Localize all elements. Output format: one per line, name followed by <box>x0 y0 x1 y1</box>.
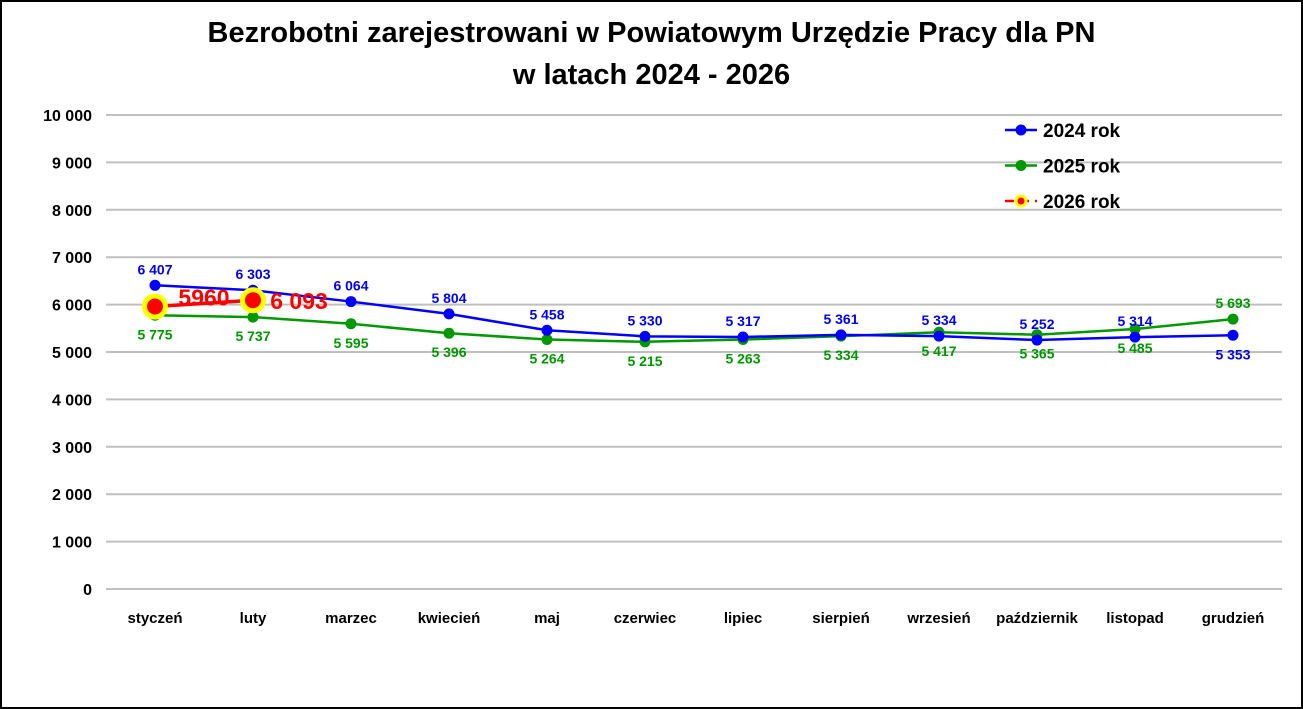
data-point-label-2024-rok: 6 407 <box>137 261 172 277</box>
data-point-marker-2025-rok <box>443 327 455 339</box>
data-point-label-2025-rok: 5 334 <box>823 347 858 363</box>
data-point-marker-2025-rok <box>541 333 553 345</box>
y-axis-tick-label: 3 000 <box>52 440 92 457</box>
data-point-label-2024-rok: 5 252 <box>1019 316 1054 332</box>
x-axis-label: sierpień <box>812 610 870 627</box>
legend-item-2024-rok: 2024 rok <box>1005 121 1121 142</box>
x-axis-label: marzec <box>325 610 377 627</box>
x-axis-label: czerwiec <box>614 610 677 627</box>
data-point-label-2025-rok: 5 595 <box>333 335 368 351</box>
data-point-label-2024-rok: 5 330 <box>627 312 662 328</box>
data-point-marker-2024-rok <box>1031 334 1043 346</box>
legend-item-label: 2024 rok <box>1043 121 1121 142</box>
data-point-marker-2024-rok <box>443 308 455 320</box>
data-point-label-2025-rok: 5 215 <box>627 353 662 369</box>
y-axis-tick-label: 7 000 <box>52 250 92 267</box>
data-point-marker-2025-rok <box>1129 323 1141 335</box>
x-axis-label: październik <box>996 610 1078 627</box>
data-point-label-2025-rok: 5 365 <box>1019 346 1054 362</box>
legend-marker <box>1015 124 1027 136</box>
data-point-label-2024-rok: 5 334 <box>921 312 956 328</box>
legend-item-label: 2026 rok <box>1043 192 1121 213</box>
data-point-label-2025-rok: 5 485 <box>1117 340 1152 356</box>
data-point-marker-2026-rok <box>240 287 266 314</box>
chart-title-line2: w latach 2024 - 2026 <box>512 59 791 91</box>
data-point-label-2024-rok: 6 303 <box>235 266 270 282</box>
data-point-label-2024-rok: 5 361 <box>823 311 858 327</box>
data-point-label-2025-rok: 5 693 <box>1215 295 1250 311</box>
data-point-label-2024-rok: 5 314 <box>1117 313 1152 329</box>
data-point-marker-2024-rok <box>345 296 357 308</box>
data-point-label-2025-rok: 5 775 <box>137 326 172 342</box>
y-axis-tick-label: 4 000 <box>52 392 92 409</box>
x-axis-label: kwiecień <box>418 610 481 627</box>
y-axis-tick-label: 8 000 <box>52 203 92 220</box>
y-axis-tick-label: 9 000 <box>52 155 92 172</box>
x-axis-label: luty <box>240 610 267 627</box>
data-point-label-2026-rok: 6 093 <box>270 288 328 314</box>
data-point-marker-2024-rok <box>1227 329 1239 341</box>
data-point-marker-2024-rok <box>541 324 553 336</box>
data-point-label-2025-rok: 5 264 <box>529 350 564 366</box>
data-point-marker-2025-rok <box>345 318 357 330</box>
legend-marker <box>1014 194 1028 208</box>
data-point-marker-2024-rok <box>639 330 651 342</box>
chart-title: Bezrobotni zarejestrowani w Powiatowym U… <box>2 12 1301 96</box>
data-point-label-2025-rok: 5 737 <box>235 328 270 344</box>
series-line-2025-rok <box>154 314 1234 344</box>
data-point-marker-2024-rok <box>149 279 161 291</box>
data-point-label-2024-rok: 5 458 <box>529 306 564 322</box>
y-axis-tick-label: 5 000 <box>52 345 92 362</box>
data-point-label-2025-rok: 5 263 <box>725 351 760 367</box>
x-axis-label: grudzień <box>1202 610 1265 627</box>
y-axis-tick-label: 1 000 <box>52 535 92 552</box>
data-point-marker-2025-rok <box>247 311 259 323</box>
data-point-marker-2025-rok <box>1227 313 1239 325</box>
series-line-2024-rok <box>154 284 1234 342</box>
y-axis-tick-label: 2 000 <box>52 487 92 504</box>
x-axis-label: maj <box>534 610 560 627</box>
data-point-marker-2026-rok <box>142 293 168 320</box>
data-point-label-2025-rok: 5 417 <box>921 343 956 359</box>
y-axis-tick-label: 6 000 <box>52 298 92 315</box>
legend-marker <box>1015 160 1027 171</box>
data-point-label-2024-rok: 6 064 <box>333 278 368 294</box>
legend-item-2026-rok: 2026 rok <box>1005 192 1121 213</box>
legend-item-2025-rok: 2025 rok <box>1005 157 1121 178</box>
series-line-2026-rok <box>154 298 254 309</box>
x-axis-label: wrzesień <box>906 610 970 627</box>
x-axis-label: listopad <box>1106 610 1164 627</box>
data-point-label-2025-rok: 5 396 <box>431 344 466 360</box>
data-point-label-2024-rok: 5 804 <box>431 290 466 306</box>
data-point-label-2024-rok: 5 353 <box>1215 346 1250 362</box>
data-point-label-2026-rok: 5960 <box>178 284 229 310</box>
data-point-marker-2024-rok <box>737 331 749 343</box>
x-axis-label: lipiec <box>724 610 762 627</box>
chart-title-line1: Bezrobotni zarejestrowani w Powiatowym U… <box>207 17 1096 49</box>
data-point-marker-2024-rok <box>933 330 945 342</box>
data-point-label-2024-rok: 5 317 <box>725 313 760 329</box>
y-axis-tick-label: 0 <box>83 582 92 599</box>
data-point-marker-2024-rok <box>835 329 847 341</box>
data-point-marker-2024-rok <box>1129 331 1141 343</box>
legend-item-label: 2025 rok <box>1043 157 1121 178</box>
y-axis-tick-label: 10 000 <box>43 108 92 125</box>
x-axis-label: styczeń <box>127 610 182 627</box>
